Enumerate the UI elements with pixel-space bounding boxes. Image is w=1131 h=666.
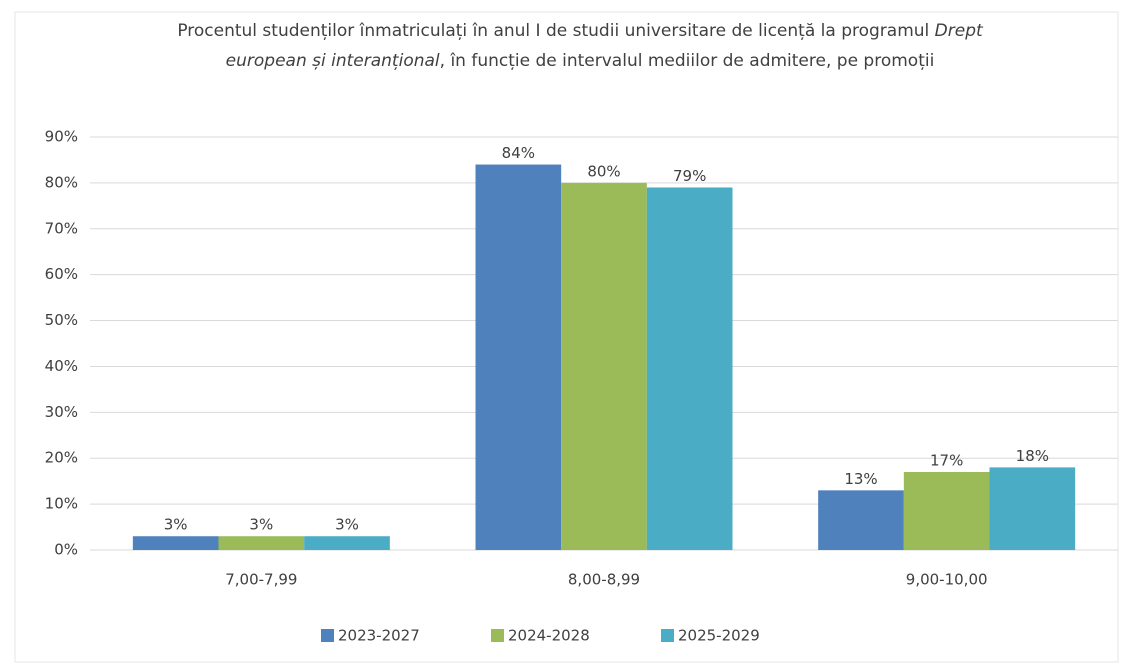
data-label: 79% (673, 167, 706, 185)
y-tick-label: 50% (45, 311, 78, 329)
legend-swatch (661, 629, 674, 642)
data-label: 84% (502, 144, 535, 162)
y-tick-label: 20% (45, 449, 78, 467)
legend-label: 2023-2027 (338, 627, 420, 645)
bar (475, 164, 562, 551)
legend-label: 2025-2029 (678, 627, 760, 645)
y-tick-label: 80% (45, 173, 78, 191)
chart-title: Procentul studenților înmatriculați în a… (140, 16, 1020, 76)
title-part: , în funcție de intervalul mediilor de a… (439, 51, 935, 71)
y-tick-label: 0% (54, 541, 78, 559)
x-tick-label: 7,00-7,99 (225, 571, 297, 589)
legend-swatch (321, 629, 334, 642)
legend-swatch (491, 629, 504, 642)
bar (132, 536, 219, 550)
data-label: 3% (164, 516, 188, 534)
data-label: 17% (930, 451, 963, 469)
chart-border (14, 11, 1119, 663)
data-label: 3% (335, 516, 359, 534)
data-label: 18% (1016, 447, 1049, 465)
bar (989, 467, 1076, 550)
data-label: 80% (587, 162, 620, 180)
y-tick-label: 60% (45, 265, 78, 283)
y-tick-label: 30% (45, 403, 78, 421)
data-label: 13% (844, 470, 877, 488)
legend-label: 2024-2028 (508, 627, 590, 645)
y-tick-label: 90% (45, 128, 78, 146)
bar (903, 471, 990, 550)
bar (818, 490, 904, 550)
title-part: Drept european și interanțional (225, 21, 983, 71)
bar (646, 187, 733, 550)
y-tick-label: 70% (45, 219, 78, 237)
bar (218, 536, 305, 550)
x-tick-label: 9,00-10,00 (906, 571, 988, 589)
x-tick-label: 8,00-8,99 (568, 571, 640, 589)
y-tick-label: 40% (45, 357, 78, 375)
bar (561, 182, 647, 550)
y-tick-label: 10% (45, 495, 78, 513)
bar (304, 536, 390, 550)
data-label: 3% (249, 516, 273, 534)
title-part: Procentul studenților înmatriculați în a… (177, 21, 935, 41)
